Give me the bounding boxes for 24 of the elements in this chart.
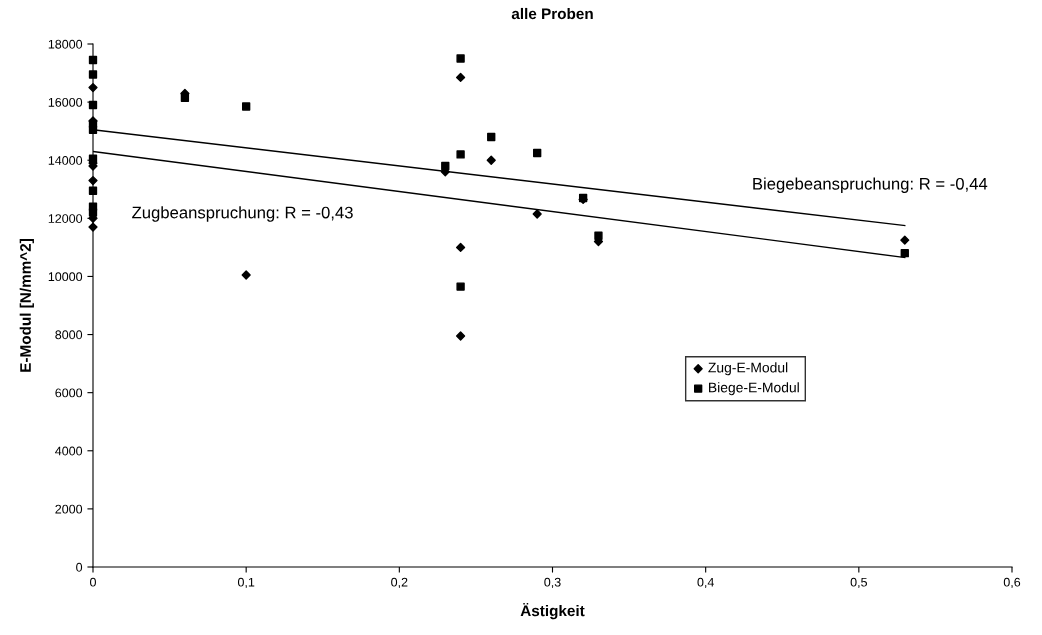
y-tick-label: 2000 — [55, 504, 83, 514]
y-tick-label: 10000 — [48, 272, 83, 282]
y-tick-label: 16000 — [48, 97, 83, 107]
chart-title: alle Proben — [511, 7, 593, 20]
y-tick-label: 12000 — [48, 214, 83, 223]
x-tick-label: 0,6 — [1003, 577, 1021, 589]
x-tick-label: 0,2 — [391, 577, 408, 589]
y-tick-label: 14000 — [48, 156, 83, 165]
x-tick-label: 0,1 — [237, 577, 255, 589]
y-axis-title: E-Modul [N/mm^2] — [19, 239, 34, 372]
x-tick-label: 0,5 — [850, 577, 867, 589]
legend-label: Zug-E-Modul — [708, 362, 788, 376]
x-tick-label: 0,4 — [697, 577, 714, 589]
x-axis-title: Ästigkeit — [520, 602, 585, 620]
y-tick-label: 8000 — [55, 330, 83, 340]
x-tick-label: 0,3 — [544, 577, 561, 589]
annotation: Zugbeanspruchung: R = -0,43 — [132, 206, 353, 222]
y-tick-label: 18000 — [48, 39, 83, 49]
legend-label: Biege-E-Modul — [709, 382, 799, 396]
x-tick-label: 0 — [90, 577, 96, 587]
y-tick-label: 4000 — [55, 446, 83, 456]
annotation: Biegebeanspruchung: R = -0,44 — [753, 177, 988, 193]
y-tick-label: 0 — [76, 562, 83, 572]
y-tick-label: 6000 — [55, 388, 83, 398]
